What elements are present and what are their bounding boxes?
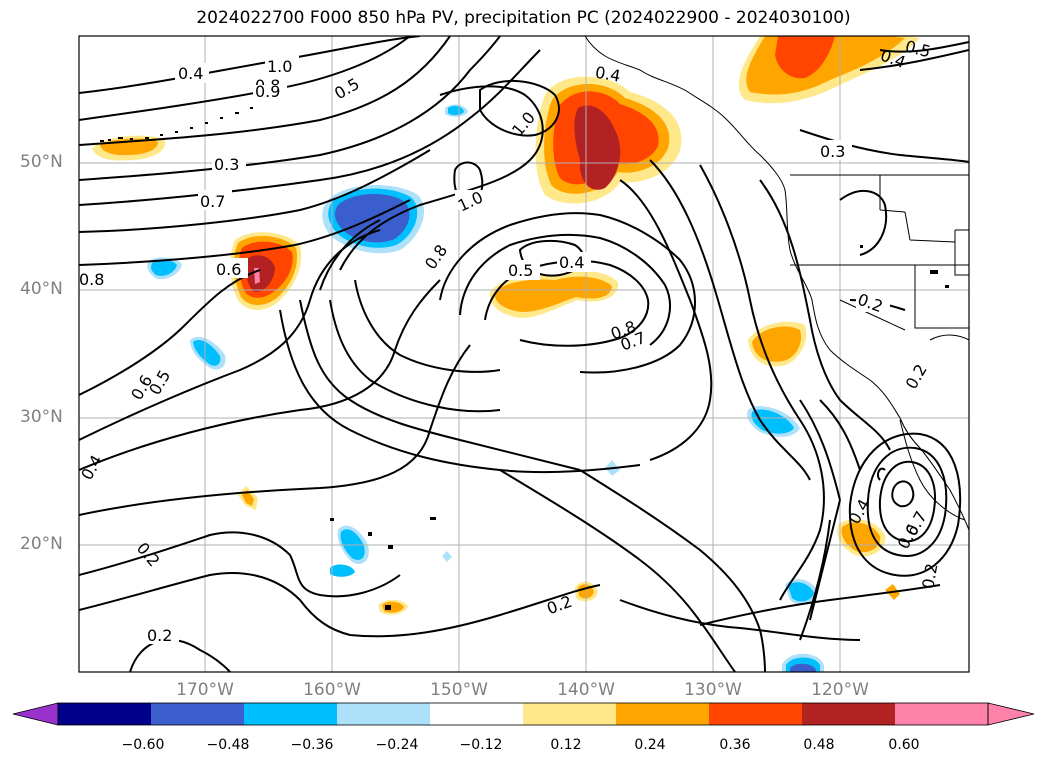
colorbar-cell [802,703,896,725]
contour-label: 0.3 [820,142,845,161]
contour-label: 0.4 [559,253,584,272]
lon-label-120w: 120°W [811,680,869,700]
colorbar-extend-max [987,702,1035,726]
colorbar-tick-label: 0.48 [803,737,835,753]
precip-negative-region [448,105,464,116]
lat-label-40n: 40°N [20,279,63,299]
colorbar-cell [895,703,989,725]
contour-label-bg [198,190,232,210]
contour-label: 0.6 [216,260,241,279]
precip-negative-region [193,339,221,366]
contour-label-bg [506,260,540,280]
map-frame [78,35,970,673]
precip-negative-region [790,663,816,672]
island-markings [100,107,949,610]
contour-label: 0.9 [255,82,280,101]
lon-label-160w: 160°W [303,680,361,700]
contour-label: 0.5 [508,261,533,280]
contour-label-bg [214,258,248,278]
colorbar-cell [58,703,152,725]
pv-contours [79,36,969,672]
lon-label-150w: 150°W [430,680,488,700]
colorbar-tick-label: 0.60 [888,737,920,753]
colorbar-cell [151,703,245,725]
contour-label-bg [455,190,489,210]
colorbar-tick-label: 0.24 [634,737,666,753]
contour-label-bg [145,624,179,644]
contour-label: 0.8 [79,270,104,289]
map-title: 2024022700 F000 850 hPa PV, precipitatio… [196,8,851,28]
colorbar-cell [337,703,431,725]
contour-label-bg [818,140,852,160]
colorbar-cell [616,703,710,725]
contour-label-bg [212,153,246,173]
contour-label-bg [557,252,591,272]
lat-label-50n: 50°N [20,152,63,172]
colorbar-extend-min [12,702,59,726]
precip-positive-region [246,255,275,292]
lat-label-20n: 20°N [20,534,63,554]
contour-label: 0.2 [147,626,172,645]
lat-label-30n: 30°N [20,407,63,427]
colorbar-tick-label: −0.36 [290,737,334,753]
contour-label: 0.7 [200,192,225,211]
lon-label-140w: 140°W [557,680,615,700]
precip-negative-region [330,564,355,577]
colorbar-tick-label: −0.48 [206,737,250,753]
precip-shading [92,36,920,672]
contour-label: 0.3 [214,155,239,174]
contour-label-bg [265,55,299,75]
precip-negative-region [442,551,452,562]
contour-label: 0.2 [918,562,941,590]
lon-label-170w: 170°W [176,680,234,700]
precip-negative-region [788,582,814,602]
colorbar-cell [523,703,617,725]
contour-label: 0.4 [594,63,622,86]
precip-positive-region [775,36,835,79]
contour-label-bg [253,85,287,99]
graticule [79,36,969,672]
colorbar-tick-label: 0.36 [719,737,751,753]
precip-negative-region [151,259,177,276]
map-area [79,36,969,672]
colorbar [12,702,1035,726]
colorbar-tick-label: −0.24 [375,737,419,753]
lon-label-130w: 130°W [684,680,742,700]
contour-label: 0.4 [178,64,203,83]
contour-label-bg [856,292,890,312]
precip-negative-region [751,409,794,434]
colorbar-tick-label: 0.12 [550,737,582,753]
colorbar-cell [244,703,338,725]
colorbar-tick-label: −0.12 [459,737,503,753]
contour-label-bg [175,63,209,83]
colorbar-frame [57,702,989,726]
precip-positive-region [494,276,612,312]
precip-positive-region [242,490,254,506]
contour-label: 1.0 [267,57,292,76]
colorbar-tick-label: −0.60 [121,737,165,753]
colorbar-cell [430,703,524,725]
colorbar-cell [709,703,803,725]
